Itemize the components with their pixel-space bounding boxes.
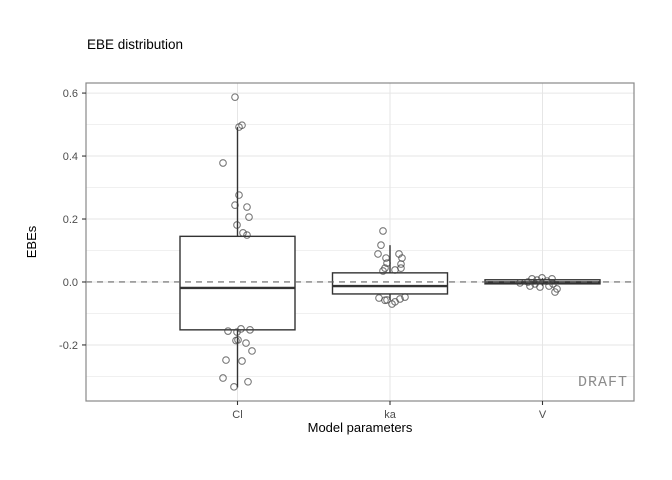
- jitter-point-Cl: [237, 325, 245, 333]
- jitter-point-ka: [401, 293, 409, 301]
- jitter-point-ka: [383, 259, 391, 267]
- jitter-point-Cl: [235, 191, 243, 199]
- jitter-point-Cl: [232, 336, 240, 345]
- y-tick-label: 0.2: [63, 214, 78, 226]
- jitter-point-Cl: [245, 213, 253, 221]
- jitter-point-Cl: [231, 201, 239, 210]
- jitter-point-ka: [396, 295, 404, 303]
- x-tick-label: Cl: [232, 409, 242, 421]
- jitter-point-Cl: [219, 374, 227, 382]
- jitter-point-Cl: [231, 93, 239, 102]
- jitter-point-V: [516, 279, 524, 287]
- jitter-point-ka: [377, 241, 385, 249]
- jitter-point-V: [526, 282, 534, 290]
- box-Cl: [179, 235, 296, 331]
- x-tick-label: ka: [384, 409, 397, 421]
- jitter-point-Cl: [222, 356, 230, 364]
- jitter-point-V: [533, 276, 541, 284]
- jitter-point-Cl: [246, 325, 254, 334]
- jitter-point-ka: [379, 267, 387, 275]
- jitter-point-ka: [397, 260, 405, 268]
- jitter-point-Cl: [219, 159, 227, 167]
- jitter-point-Cl: [238, 357, 246, 365]
- axis-layer: -0.2 0.0 0.2 0.4 0.6 Cl ka V: [59, 88, 547, 421]
- y-tick-label: -0.2: [59, 340, 78, 352]
- jitter-point-Cl: [243, 231, 251, 239]
- y-tick-label: 0.4: [63, 151, 78, 163]
- jitter-point-V: [531, 280, 539, 288]
- jitter-point-Cl: [235, 123, 243, 131]
- panel-border: [85, 82, 635, 402]
- x-axis-title: Model parameters: [308, 420, 413, 435]
- jitter-point-ka: [382, 254, 390, 262]
- jitter-point-V: [549, 280, 557, 288]
- point-layer: [219, 93, 561, 391]
- y-tick-label: 0.6: [63, 88, 78, 100]
- jitter-point-ka: [374, 250, 382, 258]
- jitter-point-Cl: [233, 221, 241, 229]
- jitter-point-Cl: [230, 382, 238, 391]
- jitter-point-V: [543, 277, 551, 285]
- jitter-point-ka: [381, 296, 389, 305]
- jitter-point-V: [551, 288, 559, 296]
- jitter-point-Cl: [242, 339, 250, 347]
- jitter-point-Cl: [239, 229, 247, 237]
- jitter-point-ka: [379, 227, 387, 235]
- chart-title: EBE distribution: [87, 37, 183, 52]
- jitter-point-ka: [388, 300, 396, 308]
- jitter-point-V: [545, 282, 553, 290]
- jitter-point-V: [548, 274, 556, 283]
- jitter-point-Cl: [244, 377, 252, 386]
- panel-border-layer: [85, 82, 635, 402]
- jitter-point-Cl: [248, 347, 256, 355]
- jitter-point-ka: [391, 266, 399, 274]
- draft-watermark: DRAFT: [578, 374, 628, 391]
- box-ka: [331, 272, 449, 295]
- y-axis-title: EBEs: [24, 225, 39, 258]
- x-tick-label: V: [539, 409, 547, 421]
- jitter-point-Cl: [224, 327, 232, 335]
- y-tick-label: 0.0: [63, 277, 78, 289]
- jitter-point-Cl: [243, 203, 251, 211]
